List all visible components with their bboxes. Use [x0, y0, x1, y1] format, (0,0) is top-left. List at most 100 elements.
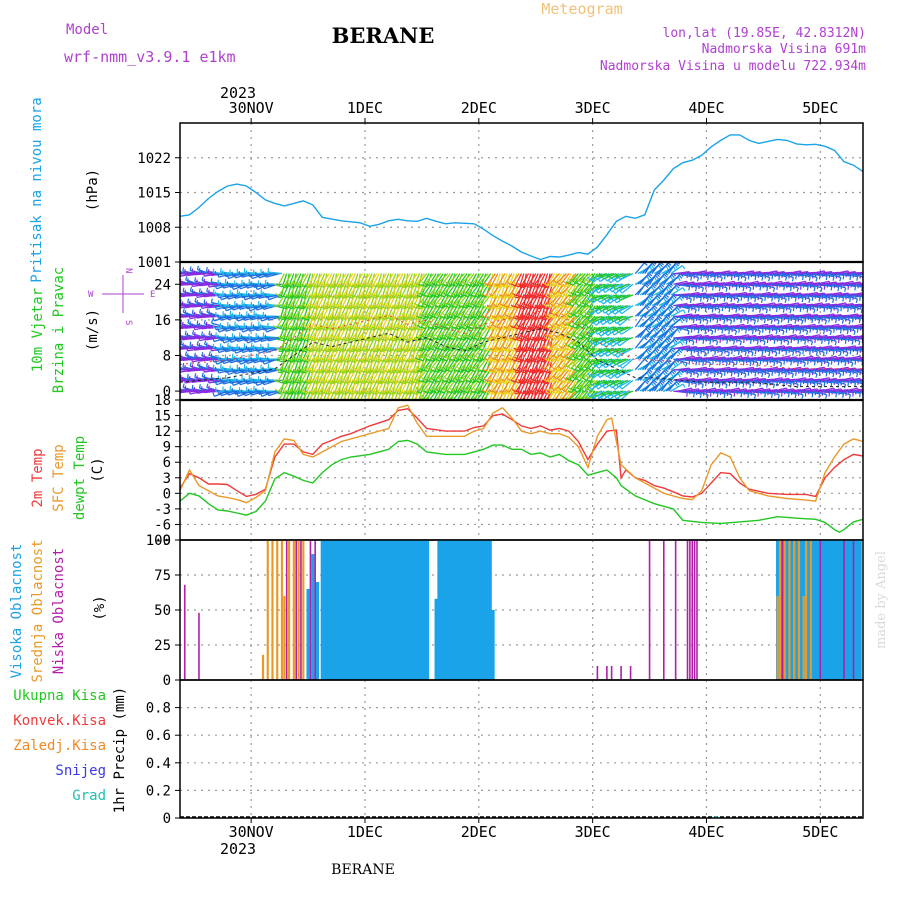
wind-barb-feather	[256, 347, 257, 351]
wind-barb-feather	[669, 331, 671, 334]
wind-barb-feather	[190, 266, 191, 270]
wind-barb-feather	[372, 402, 376, 404]
wind-barb-feather	[651, 361, 653, 364]
wind-barb-feather	[232, 368, 233, 372]
wind-barb-feather	[293, 404, 297, 405]
wind-barb-feather	[304, 340, 308, 341]
wind-barb-feather	[213, 317, 214, 321]
wind-barb-feather	[515, 402, 519, 404]
wind-barb-feather	[289, 286, 293, 287]
wind-barb-feather	[241, 314, 242, 318]
wind-barb-feather	[484, 403, 488, 404]
wind-barb-feather	[529, 285, 533, 287]
wind-barb-feather	[379, 306, 383, 308]
wind-barb-feather	[283, 287, 287, 288]
wind-barb-feather	[340, 404, 344, 405]
wind-barb-feather	[618, 392, 619, 396]
wind-barb-feather	[187, 347, 188, 351]
wind-barb-feather	[588, 277, 590, 281]
wind-barb-feather	[497, 372, 501, 373]
wind-barb-feather	[315, 285, 319, 287]
wind-barb-feather	[176, 364, 177, 368]
wind-barb-feather	[407, 298, 411, 299]
wind-barb-feather	[422, 402, 426, 404]
wind-barb-feather	[668, 309, 670, 312]
wind-barb-feather	[268, 357, 269, 361]
wind-barb-feather	[514, 297, 518, 298]
wind-barb-feather	[274, 401, 277, 403]
wind-barb-feather	[348, 393, 352, 394]
wind-barb-feather	[279, 391, 283, 393]
wind-barb-feather	[378, 287, 382, 288]
wind-barb-feather	[284, 306, 288, 308]
wind-barb-feather	[321, 340, 325, 341]
wind-barb-feather	[178, 277, 179, 281]
wind-barb-feather	[204, 320, 205, 324]
wind-barb-feather	[345, 340, 349, 341]
wind-barb-feather	[301, 402, 305, 404]
wind-barb-feather	[295, 372, 299, 373]
wind-barb-feather	[330, 338, 334, 340]
wind-barb-feather	[543, 383, 547, 384]
wind-barb-feather	[646, 329, 649, 332]
wind-barb-feather	[498, 402, 502, 404]
wind-barb-feather	[551, 403, 555, 404]
wind-barb-feather	[204, 375, 205, 379]
wind-barb-feather	[209, 310, 210, 314]
meteogram-label: Meteogram	[541, 0, 622, 18]
wind-barb-feather	[188, 374, 189, 378]
wind-barb-feather	[527, 361, 531, 362]
wind-barb-feather	[215, 326, 216, 330]
wind-barb-feather	[660, 382, 663, 385]
wind-barb-feather	[355, 306, 359, 308]
wind-barb-feather	[452, 402, 456, 404]
wind-barb-feather	[456, 403, 460, 404]
wind-barb-feather	[294, 297, 298, 298]
wind-barb-feather	[384, 382, 388, 383]
wind-barb-feather	[342, 393, 346, 394]
wind-barb-feather	[207, 308, 208, 312]
pressure-ytick-label: 1001	[137, 255, 171, 271]
wind-barb-feather	[342, 372, 346, 373]
wind-barb-feather	[502, 307, 506, 308]
wind-barb-feather	[187, 272, 188, 276]
wind-barb-feather	[308, 372, 312, 373]
wind-barb-feather	[401, 383, 405, 384]
wind-barb-feather	[312, 298, 316, 299]
station-title: BERANE	[332, 23, 435, 48]
wind-barb-feather	[318, 393, 322, 394]
wind-barb-feather	[524, 319, 528, 320]
wind-barb-feather	[311, 394, 315, 395]
wind-barb-feather	[396, 372, 400, 373]
wind-barb-feather	[519, 338, 523, 340]
wind-barb-feather	[393, 350, 397, 351]
wind-barb-feather	[297, 401, 300, 403]
wind-barb-feather	[510, 361, 514, 362]
wind-barb-feather	[211, 278, 212, 282]
wind-barb-feather	[341, 318, 345, 319]
wind-barb-feather	[211, 272, 212, 276]
wind-barb-feather	[183, 288, 184, 292]
wind-barb-feather	[525, 403, 529, 404]
wind-barb-feather	[667, 264, 670, 267]
wind-barb-feather	[373, 351, 377, 352]
wind-barb-feather	[368, 340, 372, 341]
wind-barb-feather	[652, 383, 654, 386]
wind-barb-feather	[323, 404, 327, 405]
wind-barb-feather	[249, 293, 250, 297]
wind-barb-feather	[672, 371, 675, 374]
wind-barb-feather	[386, 350, 390, 351]
bottom-day-label: 4DEC	[688, 823, 724, 841]
wind-barb-feather	[508, 393, 512, 394]
wind-barb-feather	[345, 401, 348, 403]
wind-barb-feather	[535, 350, 539, 351]
wind-barb-feather	[355, 296, 359, 297]
wind-barb-feather	[374, 361, 378, 362]
wind-barb-feather	[313, 286, 317, 287]
wind-barb-feather	[521, 372, 525, 373]
wind-barb-feather	[297, 340, 301, 341]
wind-barb-feather	[518, 319, 522, 320]
wind-barb-feather	[406, 319, 410, 320]
wind-barb-feather	[391, 361, 395, 362]
